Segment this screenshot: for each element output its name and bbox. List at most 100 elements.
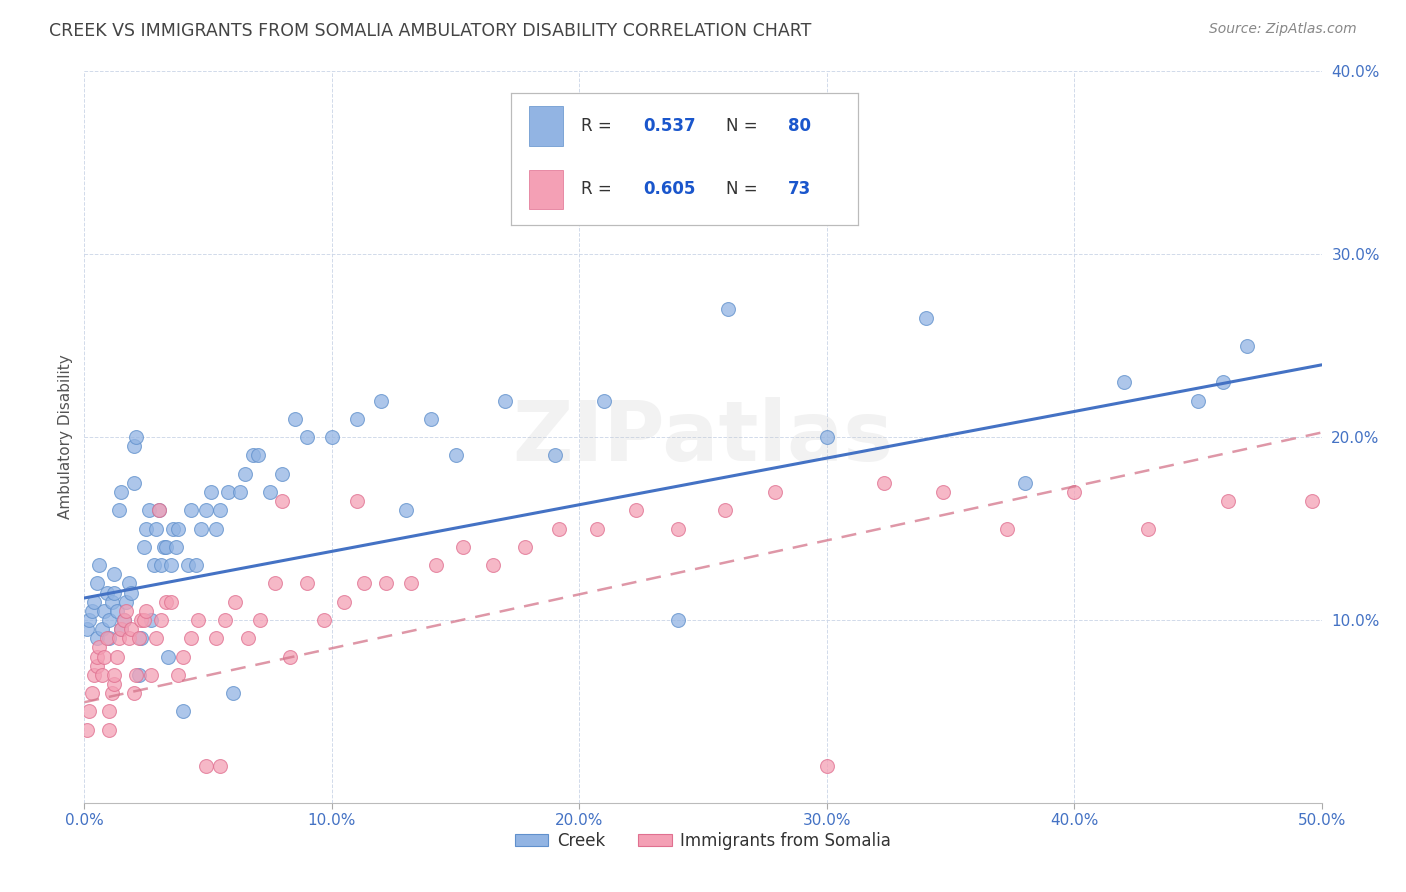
Point (209, 503, 232, 517)
Point (135, 521, 157, 535)
Point (79, 613, 101, 627)
Point (321, 430, 343, 444)
Point (83, 667, 105, 681)
Point (112, 613, 135, 627)
Point (122, 439, 145, 453)
Point (165, 540, 187, 554)
Point (209, 759, 232, 773)
Point (128, 667, 150, 681)
Point (89, 558, 111, 573)
Point (86, 658, 108, 673)
Point (236, 632, 259, 646)
Point (110, 485, 132, 500)
Point (200, 485, 222, 500)
Point (194, 503, 217, 517)
Point (150, 558, 173, 573)
Point (346, 412, 368, 426)
Text: CREEK VS IMMIGRANTS FROM SOMALIA AMBULATORY DISABILITY CORRELATION CHART: CREEK VS IMMIGRANTS FROM SOMALIA AMBULAT… (49, 22, 811, 40)
Point (666, 521, 689, 535)
Point (122, 686, 145, 700)
Point (105, 604, 128, 618)
Point (451, 540, 474, 554)
Point (118, 576, 141, 591)
Point (1014, 475, 1036, 490)
Point (138, 503, 160, 517)
Point (86, 649, 108, 664)
Point (110, 622, 132, 636)
Point (162, 521, 184, 535)
Point (141, 667, 163, 681)
Point (295, 576, 318, 591)
Point (108, 503, 131, 517)
Point (333, 594, 356, 608)
Point (233, 467, 256, 481)
Point (172, 649, 194, 664)
Point (172, 705, 194, 719)
Point (110, 622, 132, 636)
Point (494, 393, 516, 408)
Point (93, 604, 115, 618)
Point (80, 686, 103, 700)
Point (995, 521, 1018, 535)
Point (543, 448, 565, 462)
Text: Source: ZipAtlas.com: Source: ZipAtlas.com (1209, 22, 1357, 37)
Point (150, 613, 173, 627)
Point (132, 613, 155, 627)
Point (120, 585, 142, 599)
Point (264, 576, 287, 591)
Point (481, 558, 503, 573)
Point (180, 632, 202, 646)
Point (177, 558, 200, 573)
Point (125, 667, 148, 681)
Point (815, 430, 838, 444)
Point (284, 412, 307, 426)
Point (132, 540, 155, 554)
Point (353, 576, 375, 591)
Point (128, 632, 150, 646)
Point (224, 594, 246, 608)
Point (141, 613, 163, 627)
Point (148, 503, 170, 517)
Point (271, 494, 294, 508)
Point (932, 485, 955, 500)
Point (152, 540, 174, 554)
Point (103, 677, 125, 691)
Point (100, 594, 122, 608)
Point (98, 723, 121, 737)
Point (145, 632, 167, 646)
Point (89, 640, 111, 655)
Point (108, 632, 131, 646)
Point (157, 649, 180, 664)
Point (271, 467, 294, 481)
Point (425, 558, 447, 573)
Point (1137, 521, 1160, 535)
Point (76, 622, 98, 636)
Point (90, 667, 112, 681)
Point (375, 576, 398, 591)
Point (79, 705, 101, 719)
Point (1216, 494, 1239, 508)
Point (80, 604, 103, 618)
Point (815, 759, 838, 773)
Point (118, 632, 141, 646)
Point (129, 632, 152, 646)
Point (444, 448, 467, 462)
Point (278, 649, 301, 664)
Point (242, 448, 264, 462)
Point (103, 567, 125, 582)
Point (872, 475, 894, 490)
Point (1301, 494, 1323, 508)
Point (145, 521, 167, 535)
Point (142, 558, 165, 573)
Point (346, 494, 368, 508)
Point (585, 521, 607, 535)
Point (370, 393, 392, 408)
Point (83, 594, 105, 608)
Point (666, 613, 689, 627)
Point (246, 448, 269, 462)
Point (214, 613, 236, 627)
Point (115, 594, 138, 608)
Point (98, 705, 121, 719)
Point (399, 576, 422, 591)
Point (160, 558, 183, 573)
